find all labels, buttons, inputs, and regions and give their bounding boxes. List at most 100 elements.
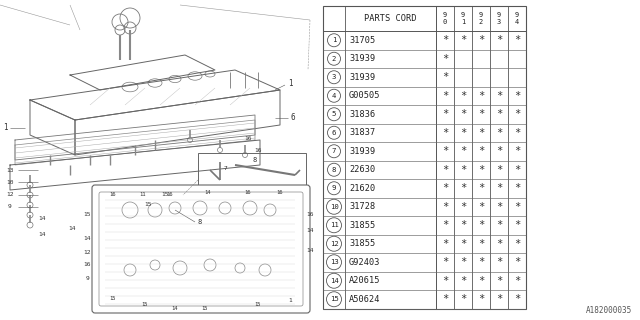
Text: *: * xyxy=(442,202,448,212)
Text: *: * xyxy=(460,202,466,212)
Text: 4: 4 xyxy=(332,93,336,99)
Circle shape xyxy=(326,218,342,233)
Text: 10: 10 xyxy=(6,180,13,185)
Text: 12: 12 xyxy=(6,193,13,197)
Circle shape xyxy=(328,126,340,139)
Text: 9
2: 9 2 xyxy=(479,12,483,25)
Text: 31939: 31939 xyxy=(349,147,375,156)
Text: *: * xyxy=(442,294,448,304)
Text: *: * xyxy=(514,239,520,249)
Text: *: * xyxy=(496,109,502,119)
Text: *: * xyxy=(514,146,520,156)
Text: 1: 1 xyxy=(288,298,292,302)
Text: 10: 10 xyxy=(330,204,339,210)
Text: *: * xyxy=(460,35,466,45)
Text: *: * xyxy=(442,35,448,45)
Text: 9
3: 9 3 xyxy=(497,12,501,25)
Text: *: * xyxy=(514,257,520,267)
Text: *: * xyxy=(478,257,484,267)
Text: *: * xyxy=(460,146,466,156)
Text: *: * xyxy=(442,54,448,64)
Text: G92403: G92403 xyxy=(349,258,381,267)
Text: *: * xyxy=(460,183,466,193)
Text: 9
0: 9 0 xyxy=(443,12,447,25)
Text: *: * xyxy=(496,35,502,45)
Text: *: * xyxy=(514,183,520,193)
Text: *: * xyxy=(496,202,502,212)
Bar xyxy=(323,6,526,308)
Text: 13: 13 xyxy=(6,167,13,172)
Text: 14: 14 xyxy=(38,215,45,220)
Circle shape xyxy=(326,273,342,288)
Text: *: * xyxy=(478,35,484,45)
Text: PARTS CORD: PARTS CORD xyxy=(364,14,417,23)
Text: *: * xyxy=(442,239,448,249)
Text: 11: 11 xyxy=(140,193,147,197)
Text: 9: 9 xyxy=(332,185,336,191)
Text: *: * xyxy=(496,128,502,138)
Bar xyxy=(198,153,306,197)
Text: *: * xyxy=(496,294,502,304)
Text: 31855: 31855 xyxy=(349,239,375,248)
Circle shape xyxy=(328,108,340,121)
Circle shape xyxy=(326,255,342,270)
Text: A20615: A20615 xyxy=(349,276,381,285)
Text: *: * xyxy=(496,220,502,230)
Text: *: * xyxy=(496,183,502,193)
Circle shape xyxy=(328,163,340,176)
Text: *: * xyxy=(514,109,520,119)
Text: *: * xyxy=(460,165,466,175)
Text: 14: 14 xyxy=(68,226,76,230)
Text: 1: 1 xyxy=(3,124,7,132)
Text: 9
1: 9 1 xyxy=(461,12,465,25)
Text: *: * xyxy=(496,239,502,249)
Text: 16: 16 xyxy=(167,193,173,197)
Text: 14: 14 xyxy=(172,306,179,310)
Text: *: * xyxy=(442,72,448,82)
Text: 15: 15 xyxy=(144,203,152,207)
Text: 12: 12 xyxy=(330,241,339,247)
Text: *: * xyxy=(460,257,466,267)
Text: *: * xyxy=(460,109,466,119)
Text: *: * xyxy=(478,146,484,156)
Text: 9: 9 xyxy=(85,276,89,281)
Text: *: * xyxy=(460,276,466,286)
Text: 8: 8 xyxy=(253,157,257,163)
Text: *: * xyxy=(496,91,502,101)
Text: *: * xyxy=(514,35,520,45)
Circle shape xyxy=(328,71,340,84)
Text: 15: 15 xyxy=(109,295,116,300)
Text: 31728: 31728 xyxy=(349,202,375,211)
Text: *: * xyxy=(442,165,448,175)
Text: 13: 13 xyxy=(330,259,339,265)
Text: 6: 6 xyxy=(332,130,336,136)
Text: 2: 2 xyxy=(332,56,336,62)
Text: *: * xyxy=(478,165,484,175)
Text: 12: 12 xyxy=(83,250,91,254)
Text: 15: 15 xyxy=(141,302,148,308)
Text: 7: 7 xyxy=(223,165,227,171)
Text: 31939: 31939 xyxy=(349,54,375,63)
Text: 1: 1 xyxy=(332,37,336,43)
Text: 15: 15 xyxy=(83,212,91,218)
Text: *: * xyxy=(478,109,484,119)
Text: *: * xyxy=(496,165,502,175)
Text: *: * xyxy=(460,239,466,249)
Text: *: * xyxy=(496,257,502,267)
Text: *: * xyxy=(514,165,520,175)
Text: 16: 16 xyxy=(307,212,314,218)
Text: *: * xyxy=(478,128,484,138)
Text: *: * xyxy=(478,276,484,286)
Text: *: * xyxy=(478,202,484,212)
Text: 11: 11 xyxy=(330,222,339,228)
Text: 15: 15 xyxy=(202,306,208,310)
Text: 31939: 31939 xyxy=(349,73,375,82)
Text: 15: 15 xyxy=(330,296,339,302)
Text: 9: 9 xyxy=(8,204,12,210)
Text: 14: 14 xyxy=(330,278,339,284)
Text: 14: 14 xyxy=(307,247,314,252)
Text: 9
4: 9 4 xyxy=(515,12,519,25)
Text: *: * xyxy=(442,220,448,230)
Text: 14: 14 xyxy=(83,236,91,241)
Text: 31836: 31836 xyxy=(349,110,375,119)
